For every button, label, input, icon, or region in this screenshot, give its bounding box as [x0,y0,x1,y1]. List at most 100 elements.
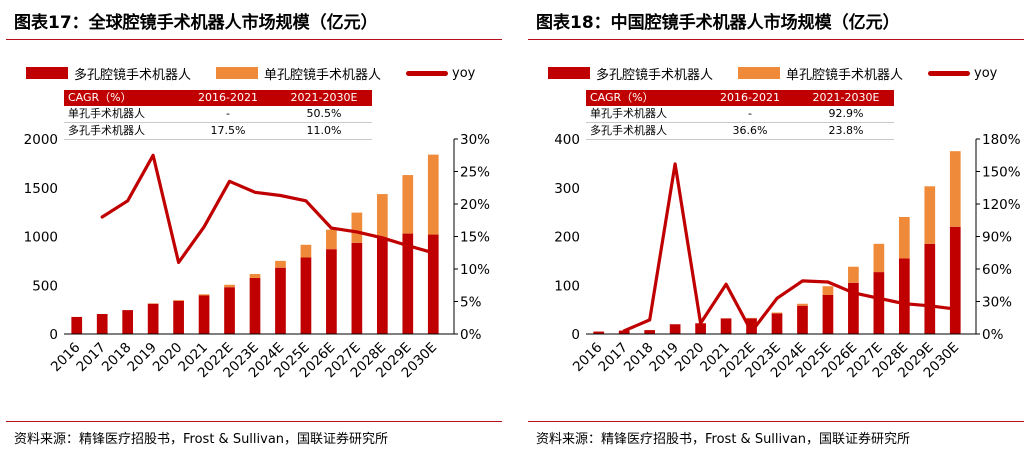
y-left-tick-label: 0 [49,327,58,343]
cagr-header-label: CAGR（%） [64,90,180,106]
cagr-cell: 50.5% [276,106,372,123]
y-left-tick-label: 1000 [24,230,58,246]
footer-divider [528,421,1024,422]
cagr-header-row: CAGR（%） 2016-2021 2021-2030E [64,90,372,106]
legend-label-yoy: yoy [974,65,998,81]
y-right-tick-label: 120% [982,197,1021,213]
bar-single [873,243,885,273]
bar-multi [224,287,235,334]
bar-single [822,286,834,295]
chart-title: 图表18：中国腔镜手术机器人市场规模（亿元） [536,13,900,33]
cagr-table: CAGR（%） 2016-2021 2021-2030E 单孔手术机器人 - 5… [64,90,372,140]
bar-single [300,244,312,258]
bar-multi [402,233,414,334]
cagr-header-period1: 2016-2021 [702,90,798,106]
bar-single [924,186,936,244]
bar-multi [147,303,159,334]
bar-multi [669,324,681,334]
bar-multi [427,234,439,334]
cagr-cell: 11.0% [276,122,372,140]
y-left-tick-label: 500 [32,278,58,294]
y-right-tick-label: 10% [460,262,490,278]
chart-plot: 01002003004000%30%60%90%120%150%180%2016… [554,132,1021,381]
cagr-table: CAGR（%） 2016-2021 2021-2030E 单孔手术机器人 - 9… [586,90,894,140]
bar-multi [376,237,388,334]
legend-item-single: 单孔腔镜手术机器人 [216,62,381,84]
title-divider [528,39,1024,40]
cagr-row: 多孔手术机器人 36.6% 23.8% [586,122,894,140]
chart-panel-global: 图表17：全球腔镜手术机器人市场规模（亿元） 多孔腔镜手术机器人 单孔腔镜手术机… [6,0,506,455]
legend-item-multi: 多孔腔镜手术机器人 [26,62,191,84]
cagr-header-period2: 2021-2030E [798,90,894,106]
bar-single [249,274,261,278]
bar-multi [71,316,83,334]
bar-multi [949,226,961,334]
bar-multi [695,323,706,334]
cagr-row-label: 单孔手术机器人 [64,106,180,123]
footer-divider [6,421,502,422]
bar-multi [848,282,859,334]
cagr-row: 多孔手术机器人 17.5% 11.0% [64,122,372,140]
bar-multi [593,331,605,334]
bar-single [898,217,910,259]
bar-single [797,303,808,306]
bar-single [224,284,235,288]
bar-single [949,151,961,227]
bar-multi [326,249,337,334]
bar-multi [351,242,363,334]
bar-multi [898,258,910,334]
yoy-line [100,153,435,265]
bar-multi [873,272,885,334]
cagr-row: 单孔手术机器人 - 92.9% [586,106,894,123]
legend-label-single: 单孔腔镜手术机器人 [786,67,904,83]
bar-single [275,260,286,268]
chart-title: 图表17：全球腔镜手术机器人市场规模（亿元） [14,13,378,33]
yoy-line [622,162,957,334]
bar-single [376,194,388,238]
bar-multi [797,305,808,334]
bar-multi [96,314,108,334]
bar-single [848,266,859,283]
bar-multi [300,257,312,334]
y-right-tick-label: 90% [982,230,1012,246]
legend-label-multi: 多孔腔镜手术机器人 [74,67,192,83]
legend-label-multi: 多孔腔镜手术机器人 [596,67,714,83]
legend-swatch-single [738,67,780,79]
cagr-cell: 17.5% [180,122,276,140]
y-right-tick-label: 0% [982,327,1004,343]
y-left-tick-label: 200 [554,230,580,246]
legend-swatch-yoy [928,70,970,76]
bar-single [427,154,439,235]
legend-swatch-multi [26,67,68,79]
cagr-row-label: 多孔手术机器人 [586,122,702,140]
y-right-tick-label: 15% [460,230,490,246]
legend-swatch-yoy [406,70,448,76]
y-right-tick-label: 180% [982,132,1021,148]
cagr-header-period1: 2016-2021 [180,90,276,106]
bar-multi [822,295,834,334]
bar-multi [644,330,656,334]
y-left-tick-label: 400 [554,132,580,148]
legend-swatch-single [216,67,258,79]
cagr-cell: 92.9% [798,106,894,123]
y-left-tick-label: 1500 [24,181,58,197]
legend-item-yoy: yoy [406,62,475,84]
bar-single [326,229,337,250]
legend-swatch-multi [548,67,590,79]
legend-item-multi: 多孔腔镜手术机器人 [548,62,713,84]
legend-label-single: 单孔腔镜手术机器人 [264,67,382,83]
bar-single [351,212,363,243]
bar-multi [746,318,757,334]
y-left-tick-label: 0 [571,327,580,343]
y-right-tick-label: 0% [460,327,482,343]
cagr-header-label: CAGR（%） [586,90,702,106]
cagr-row-label: 多孔手术机器人 [64,122,180,140]
cagr-header-row: CAGR（%） 2016-2021 2021-2030E [586,90,894,106]
y-right-tick-label: 30% [460,132,490,148]
y-left-tick-label: 300 [554,181,580,197]
chart-panel-china: 图表18：中国腔镜手术机器人市场规模（亿元） 多孔腔镜手术机器人 单孔腔镜手术机… [528,0,1028,455]
y-right-tick-label: 30% [982,295,1012,311]
bar-single [198,294,210,296]
cagr-row: 单孔手术机器人 - 50.5% [64,106,372,123]
bar-multi [924,243,936,334]
